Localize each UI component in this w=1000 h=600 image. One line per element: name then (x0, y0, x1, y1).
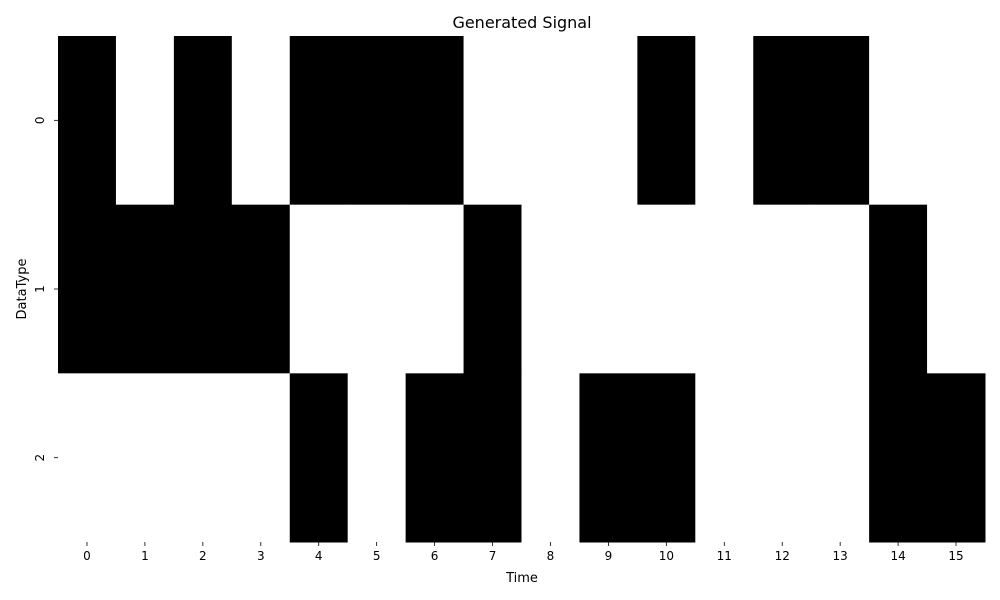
heatmap-cell (811, 373, 870, 543)
heatmap-cells (58, 36, 986, 543)
heatmap-cell (405, 36, 465, 206)
x-tick-label: 12 (775, 549, 790, 563)
heatmap-cell (231, 36, 291, 206)
heatmap-cell (521, 373, 580, 543)
y-axis-ticks: 0 1 2 (33, 117, 58, 462)
heatmap-cell (927, 373, 986, 543)
heatmap-cell (695, 204, 754, 374)
heatmap-cell (521, 36, 580, 206)
heatmap-cell (695, 36, 754, 206)
heatmap-cell (521, 204, 580, 374)
x-tick-label: 0 (83, 549, 91, 563)
x-tick-label: 6 (431, 549, 439, 563)
heatmap-cell (753, 204, 812, 374)
heatmap-cell (811, 36, 870, 206)
heatmap-cell (347, 204, 407, 374)
heatmap-cell (695, 373, 754, 543)
x-tick-label: 10 (659, 549, 674, 563)
heatmap-cell (231, 204, 291, 374)
x-tick-label: 7 (489, 549, 497, 563)
heatmap-cell (579, 204, 638, 374)
heatmap-cell (927, 204, 986, 374)
heatmap-cell (637, 36, 696, 206)
x-tick-label: 8 (547, 549, 555, 563)
heatmap-cell (869, 204, 928, 374)
heatmap-cell (579, 36, 638, 206)
heatmap-cell (637, 373, 696, 543)
y-tick-label: 0 (33, 117, 47, 125)
heatmap-cell (463, 36, 522, 206)
x-tick-label: 1 (141, 549, 149, 563)
heatmap-cell (289, 373, 349, 543)
heatmap-cell (289, 204, 349, 374)
chart-title: Generated Signal (452, 13, 591, 32)
x-axis-label: Time (505, 571, 538, 586)
y-tick-label: 1 (33, 285, 47, 293)
heatmap-cell (405, 373, 465, 543)
heatmap-cell (347, 373, 407, 543)
x-tick-label: 9 (605, 549, 613, 563)
heatmap-cell (115, 204, 175, 374)
x-tick-label: 3 (257, 549, 265, 563)
heatmap-cell (58, 373, 117, 543)
heatmap-cell (115, 373, 175, 543)
heatmap-cell (869, 36, 928, 206)
heatmap-cell (289, 36, 349, 206)
heatmap-cell (58, 204, 117, 374)
heatmap-cell (347, 36, 407, 206)
heatmap-cell (405, 204, 465, 374)
heatmap-cell (463, 204, 522, 374)
x-tick-label: 5 (373, 549, 381, 563)
x-tick-label: 13 (833, 549, 848, 563)
x-tick-label: 4 (315, 549, 323, 563)
heatmap-cell (173, 204, 233, 374)
heatmap-cell (753, 373, 812, 543)
x-tick-label: 15 (948, 549, 963, 563)
heatmap-cell (927, 36, 986, 206)
heatmap-cell (58, 36, 117, 206)
x-tick-label: 11 (717, 549, 732, 563)
x-tick-label: 2 (199, 549, 207, 563)
y-tick-label: 2 (33, 454, 47, 462)
heatmap-cell (753, 36, 812, 206)
heatmap-cell (579, 373, 638, 543)
heatmap-cell (231, 373, 291, 543)
heatmap-cell (463, 373, 522, 543)
heatmap-cell (637, 204, 696, 374)
heatmap-cell (869, 373, 928, 543)
x-tick-label: 14 (890, 549, 905, 563)
heatmap-cell (173, 373, 233, 543)
heatmap-cell (173, 36, 233, 206)
heatmap-cell (811, 204, 870, 374)
x-axis-ticks: 0 1 2 3 4 5 6 7 8 9 10 11 12 13 14 15 (83, 542, 964, 563)
heatmap-cell (115, 36, 175, 206)
y-axis-label: DataType (15, 259, 30, 320)
